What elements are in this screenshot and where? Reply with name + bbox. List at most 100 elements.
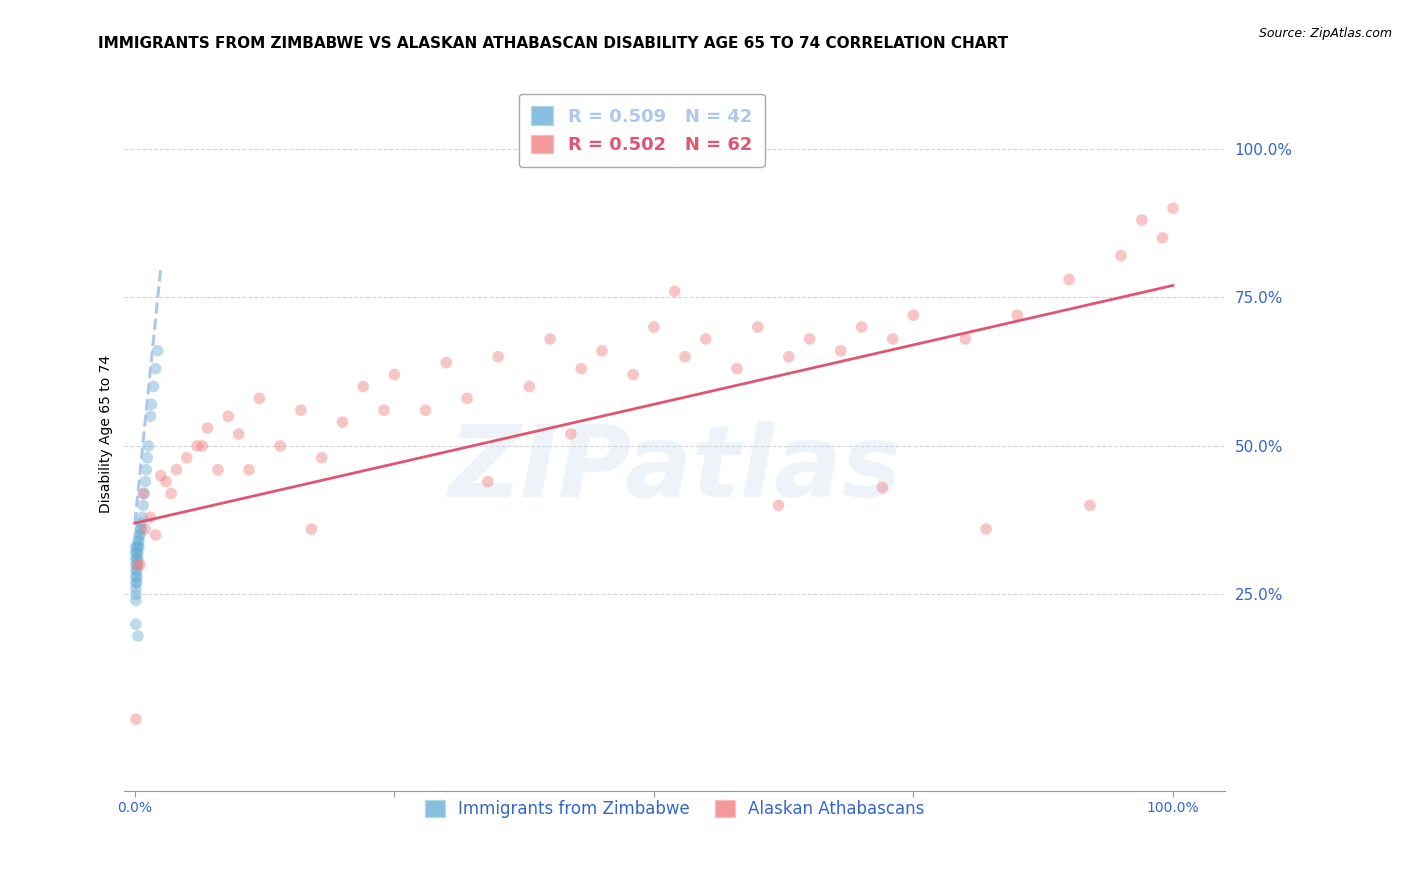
Point [125,575,148,590]
Point [311,450,333,465]
Point [882,332,904,346]
Point [125,575,148,590]
Point [382,368,405,382]
Point [290,403,312,417]
Point [125,582,148,596]
Point [456,392,478,406]
Point [134,522,156,536]
Point [139,409,162,424]
Point [125,587,148,601]
Point [142,379,165,393]
Point [127,546,149,560]
Point [643,320,665,334]
Point [129,516,152,531]
Point [191,439,214,453]
Point [517,379,540,393]
Point [129,522,152,536]
Point [138,439,160,453]
Point [125,558,148,572]
Point [160,486,183,500]
Point [132,486,155,500]
Point [125,558,148,572]
Y-axis label: Disability Age 65 to 74: Disability Age 65 to 74 [100,355,114,513]
Point [1005,308,1028,322]
Point [149,468,172,483]
Point [1130,213,1153,227]
Point [145,361,167,376]
Point [186,439,208,453]
Point [125,569,148,583]
Point [486,350,509,364]
Point [127,629,149,643]
Point [139,510,162,524]
Point [125,546,148,560]
Point [1057,272,1080,286]
Point [129,528,152,542]
Point [176,450,198,465]
Point [1152,231,1174,245]
Point [129,522,152,536]
Point [477,475,499,489]
Point [125,540,148,554]
Point [125,551,148,566]
Point [332,415,354,429]
Point [591,343,613,358]
Point [134,475,156,489]
Point [560,427,582,442]
Point [125,617,148,632]
Point [125,569,148,583]
Point [673,350,696,364]
Point [851,320,873,334]
Point [134,486,156,500]
Point [352,379,374,393]
Point [125,540,148,554]
Point [830,343,852,358]
Point [569,361,592,376]
Point [128,528,150,542]
Point [125,712,148,726]
Point [135,463,157,477]
Point [238,463,260,477]
Point [125,593,148,607]
Point [373,403,395,417]
Point [141,397,163,411]
Point [799,332,821,346]
Text: Source: ZipAtlas.com: Source: ZipAtlas.com [1258,27,1392,40]
Point [1078,499,1101,513]
Point [747,320,769,334]
Point [955,332,977,346]
Point [434,356,457,370]
Point [621,368,644,382]
Point [1161,201,1184,215]
Point [125,564,148,578]
Point [269,439,291,453]
Point [127,551,149,566]
Point [695,332,717,346]
Point [768,499,790,513]
Point [132,499,155,513]
Point [127,533,149,548]
Point [131,510,153,524]
Point [299,522,322,536]
Point [778,350,800,364]
Point [197,421,219,435]
Point [415,403,437,417]
Point [146,343,169,358]
Text: IMMIGRANTS FROM ZIMBABWE VS ALASKAN ATHABASCAN DISABILITY AGE 65 TO 74 CORRELATI: IMMIGRANTS FROM ZIMBABWE VS ALASKAN ATHA… [98,36,1008,51]
Point [1109,249,1132,263]
Point [127,540,149,554]
Point [165,463,187,477]
Point [128,533,150,548]
Point [903,308,925,322]
Point [155,475,177,489]
Legend: Immigrants from Zimbabwe, Alaskan Athabascans: Immigrants from Zimbabwe, Alaskan Athaba… [418,794,931,825]
Point [128,540,150,554]
Point [125,551,148,566]
Point [145,528,167,542]
Point [228,427,250,442]
Point [127,558,149,572]
Point [129,558,152,572]
Point [217,409,239,424]
Point [974,522,997,536]
Point [538,332,561,346]
